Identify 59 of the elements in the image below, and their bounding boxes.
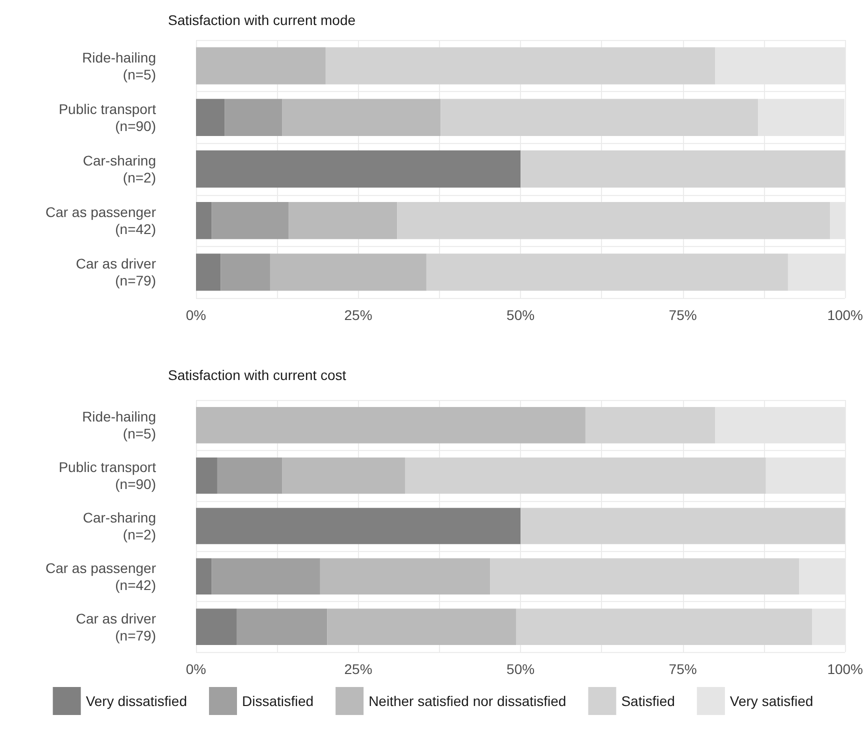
y-tick-label: Public transport (n=90) (58, 100, 156, 134)
bar (516, 608, 812, 645)
legend-label: Very satisfied (730, 693, 814, 709)
x-tick-label: 50% (506, 307, 535, 323)
x-tick-label: 0% (186, 307, 206, 323)
y-tick-label: Car-sharing (n=2) (82, 510, 156, 542)
x-tick-label: 50% (506, 661, 535, 677)
bar (520, 508, 846, 544)
legend-label: Dissatisfied (242, 693, 314, 709)
bar (212, 202, 289, 240)
y-tick-label: Public transport (n=90) (58, 459, 156, 492)
legend-label: Neither satisfied nor dissatisfied (368, 693, 566, 709)
bar (520, 150, 846, 188)
bar (224, 98, 282, 136)
x-tick-label: 25% (344, 307, 372, 323)
x-tick-label: 100% (827, 307, 864, 323)
y-tick-label: Car as passenger (n=42) (45, 204, 156, 238)
bar (282, 457, 406, 494)
x-tick-label: 25% (344, 661, 372, 677)
bar (196, 608, 237, 645)
bar (196, 407, 586, 444)
bar (220, 254, 270, 291)
x-tick-label: 75% (668, 661, 697, 677)
bar (196, 457, 218, 494)
bar (327, 608, 516, 645)
x-tick-label: 75% (668, 307, 697, 323)
bar (282, 98, 441, 136)
bar (196, 254, 221, 291)
bar (196, 47, 326, 84)
y-tick-label: Ride-hailing (n=5) (82, 49, 156, 82)
bar (196, 150, 521, 188)
bar (326, 47, 716, 84)
bar (236, 608, 328, 645)
x-tick-label: 0% (186, 661, 206, 677)
bar (196, 508, 521, 544)
bar (585, 407, 716, 444)
bar (196, 98, 225, 136)
bar (490, 558, 800, 595)
bar (196, 202, 212, 240)
bar (405, 457, 766, 494)
bar (196, 558, 212, 595)
bar (217, 457, 282, 494)
bar (397, 202, 830, 240)
bar (270, 254, 426, 291)
bar (440, 98, 758, 136)
y-tick-label: Car as passenger (n=42) (45, 560, 156, 593)
chart-title: Satisfaction with current cost (168, 367, 346, 383)
bar (212, 558, 320, 595)
legend-label: Very dissatisfied (86, 693, 187, 709)
bar (288, 202, 398, 240)
y-tick-label: Car as driver (n=79) (76, 256, 156, 289)
y-tick-label: Car as driver (n=79) (76, 610, 156, 644)
bar (426, 254, 788, 291)
y-tick-label: Car-sharing (n=2) (82, 152, 156, 186)
chart-title: Satisfaction with current mode (168, 12, 356, 28)
x-tick-label: 100% (827, 661, 864, 677)
y-tick-label: Ride-hailing (n=5) (82, 408, 156, 442)
legend-label: Satisfied (621, 693, 675, 709)
bar (320, 558, 490, 595)
